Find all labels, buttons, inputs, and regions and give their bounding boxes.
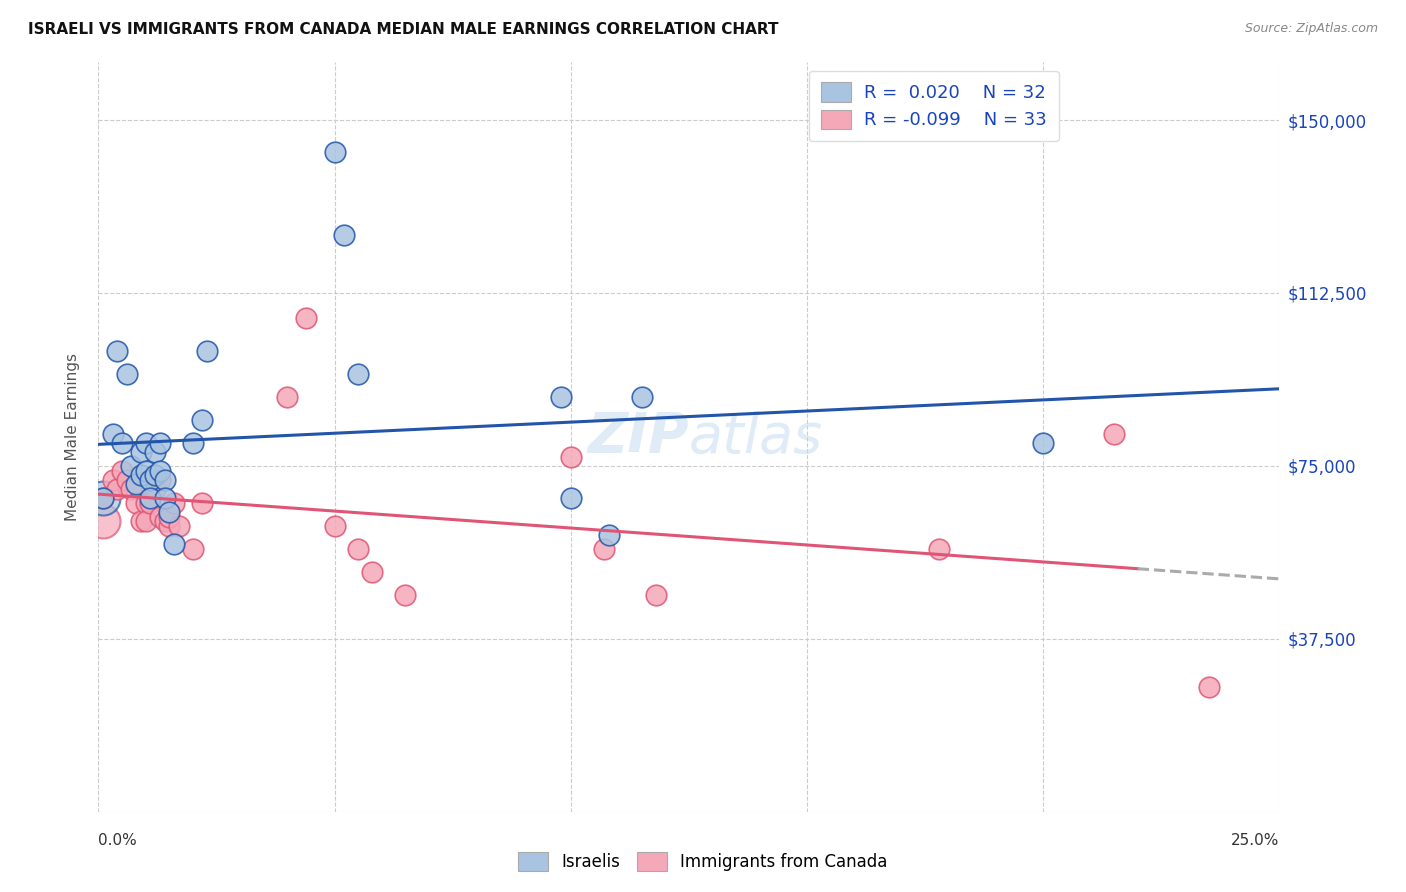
Point xyxy=(593,541,616,556)
Point xyxy=(105,482,128,496)
Point xyxy=(139,491,162,505)
Point xyxy=(560,450,582,464)
Point xyxy=(91,491,114,505)
Point xyxy=(143,445,166,459)
Point xyxy=(153,514,176,528)
Point xyxy=(105,343,128,358)
Point xyxy=(394,588,416,602)
Point xyxy=(129,468,152,483)
Point xyxy=(928,541,950,556)
Point xyxy=(139,496,162,510)
Point xyxy=(295,311,318,326)
Point xyxy=(143,482,166,496)
Point xyxy=(149,435,172,450)
Text: 0.0%: 0.0% xyxy=(98,833,138,848)
Point xyxy=(157,519,180,533)
Point xyxy=(347,367,370,381)
Point xyxy=(195,343,218,358)
Point xyxy=(135,514,157,528)
Point xyxy=(139,473,162,487)
Point xyxy=(598,528,620,542)
Point xyxy=(167,519,190,533)
Point xyxy=(129,514,152,528)
Text: Source: ZipAtlas.com: Source: ZipAtlas.com xyxy=(1244,22,1378,36)
Point xyxy=(111,435,134,450)
Point xyxy=(191,496,214,510)
Point xyxy=(644,588,666,602)
Point xyxy=(163,496,186,510)
Point xyxy=(125,477,148,491)
Point xyxy=(630,390,652,404)
Point xyxy=(115,367,138,381)
Point xyxy=(1198,680,1220,694)
Point xyxy=(111,463,134,477)
Point xyxy=(135,463,157,477)
Point xyxy=(91,491,114,505)
Point xyxy=(157,509,180,524)
Point xyxy=(153,473,176,487)
Text: 25.0%: 25.0% xyxy=(1232,833,1279,848)
Point xyxy=(121,458,143,473)
Text: ZIP: ZIP xyxy=(588,410,689,464)
Point xyxy=(101,473,124,487)
Point xyxy=(181,541,204,556)
Point xyxy=(129,445,152,459)
Point xyxy=(550,390,572,404)
Point xyxy=(135,496,157,510)
Point xyxy=(323,145,346,160)
Point xyxy=(153,491,176,505)
Y-axis label: Median Male Earnings: Median Male Earnings xyxy=(65,353,80,521)
Point xyxy=(121,482,143,496)
Point xyxy=(143,468,166,483)
Point xyxy=(149,463,172,477)
Point xyxy=(1102,426,1125,441)
Point xyxy=(323,519,346,533)
Point xyxy=(149,509,172,524)
Point xyxy=(181,435,204,450)
Point xyxy=(163,537,186,551)
Point xyxy=(347,541,370,556)
Legend: R =  0.020    N = 32, R = -0.099    N = 33: R = 0.020 N = 32, R = -0.099 N = 33 xyxy=(808,70,1059,141)
Point xyxy=(361,565,384,579)
Point xyxy=(91,514,114,528)
Point xyxy=(191,413,214,427)
Point xyxy=(149,473,172,487)
Point xyxy=(157,505,180,519)
Point xyxy=(101,426,124,441)
Point xyxy=(333,228,356,243)
Point xyxy=(276,390,298,404)
Legend: Israelis, Immigrants from Canada: Israelis, Immigrants from Canada xyxy=(510,843,896,880)
Text: atlas: atlas xyxy=(689,410,823,464)
Text: ISRAELI VS IMMIGRANTS FROM CANADA MEDIAN MALE EARNINGS CORRELATION CHART: ISRAELI VS IMMIGRANTS FROM CANADA MEDIAN… xyxy=(28,22,779,37)
Point xyxy=(560,491,582,505)
Point xyxy=(125,496,148,510)
Point xyxy=(115,473,138,487)
Point xyxy=(91,491,114,505)
Point xyxy=(135,435,157,450)
Point xyxy=(1032,435,1054,450)
